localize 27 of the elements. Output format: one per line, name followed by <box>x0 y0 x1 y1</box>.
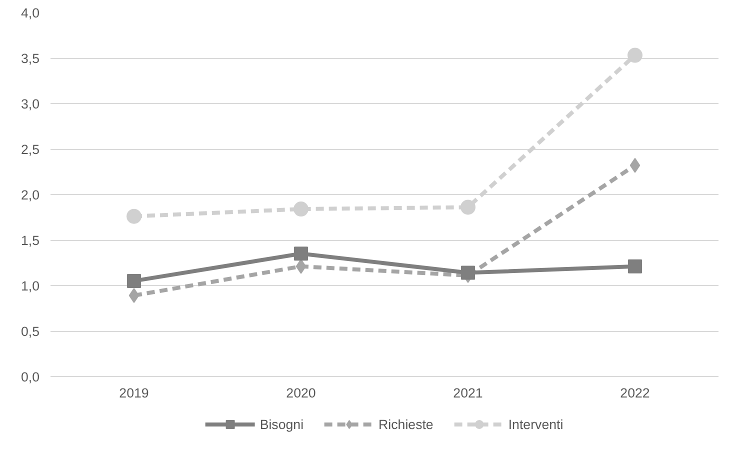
point <box>294 246 308 261</box>
y-tick-label: 4,0 <box>20 6 40 20</box>
y-tick-label: 3,5 <box>20 51 40 66</box>
x-tick-label: 2019 <box>119 386 149 400</box>
x-tick-label: 2022 <box>620 386 650 400</box>
y-tick-label: 0,5 <box>20 324 40 339</box>
legend-label: Richieste <box>378 416 434 432</box>
y-tick-label: 1,0 <box>20 278 40 294</box>
point <box>128 288 140 304</box>
legend-label: Interventi <box>508 416 564 432</box>
y-tick-label: 0,0 <box>20 370 40 384</box>
point <box>127 274 141 288</box>
point <box>460 200 476 215</box>
point <box>461 266 475 280</box>
y-tick-label: 2,5 <box>20 142 40 157</box>
point <box>294 202 308 217</box>
y-tick-label: 2,0 <box>20 188 40 202</box>
point <box>628 259 642 274</box>
x-tick-label: 2021 <box>453 386 483 400</box>
point <box>630 158 640 173</box>
point <box>628 48 642 63</box>
point <box>296 258 306 274</box>
legend-label: Bisogni <box>260 416 304 432</box>
y-tick-label: 3,0 <box>20 96 40 112</box>
point <box>126 208 142 224</box>
x-tick-label: 2020 <box>286 386 316 400</box>
y-tick-label: 1,5 <box>20 233 40 248</box>
